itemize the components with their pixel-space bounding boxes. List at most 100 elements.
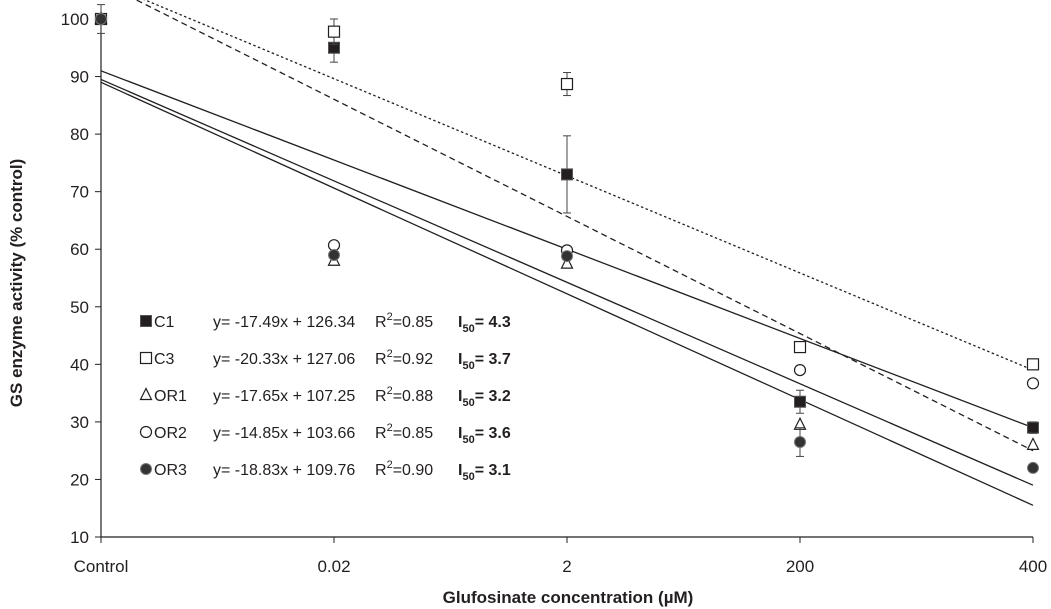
- r2-value: =0.85: [393, 425, 434, 442]
- r2-superscript: 2: [387, 311, 393, 323]
- i50-subscript: 50: [462, 434, 474, 446]
- i50-value: = 4.3: [475, 314, 511, 331]
- legend-r2: R2=0.90: [375, 459, 433, 479]
- legend-i50: I50= 3.2: [458, 388, 511, 409]
- legend-marker: [139, 351, 153, 365]
- trendline-c3: [143, 0, 1034, 371]
- legend-marker: [139, 387, 153, 401]
- legend-i50: I50= 4.3: [458, 314, 511, 335]
- i50-value: = 3.1: [475, 462, 511, 479]
- r2-label: R: [375, 351, 387, 368]
- i50-label: I: [458, 314, 462, 331]
- x-tick-label: 200: [786, 557, 814, 576]
- point-or3: [328, 248, 340, 261]
- point-c3: [560, 77, 574, 91]
- y-axis-title: GS enzyme activity (% control): [7, 159, 26, 407]
- point-or3: [794, 436, 806, 449]
- legend-i50: I50= 3.6: [458, 425, 511, 446]
- y-tick-label: 60: [70, 240, 89, 259]
- legend-marker: [140, 315, 152, 327]
- y-tick-label: 20: [70, 470, 89, 489]
- x-tick-label: 0.02: [317, 557, 350, 576]
- legend: C1 y= -17.49x + 126.34 R2=0.85 I50= 4.3C3 y=…: [139, 311, 511, 483]
- point-c1: [794, 395, 806, 408]
- y-tick-label: 50: [70, 298, 89, 317]
- legend-series-name: OR1: [154, 388, 187, 405]
- point-or2: [793, 363, 807, 377]
- i50-subscript: 50: [462, 360, 474, 372]
- r2-value: =0.90: [393, 462, 434, 479]
- legend-equation: y= -20.33x + 127.06: [213, 351, 355, 368]
- r2-superscript: 2: [387, 459, 393, 471]
- i50-value: = 3.2: [475, 388, 511, 405]
- legend-equation: y= -17.65x + 107.25: [213, 388, 355, 405]
- r2-label: R: [375, 388, 387, 405]
- y-tick-label: 80: [70, 125, 89, 144]
- legend-equation: y= -17.49x + 126.34: [213, 314, 355, 331]
- y-tick-label: 40: [70, 355, 89, 374]
- legend-i50: I50= 3.7: [458, 351, 511, 372]
- i50-subscript: 50: [462, 323, 474, 335]
- i50-label: I: [458, 425, 462, 442]
- point-or1: [560, 255, 574, 269]
- i50-value: = 3.6: [475, 425, 511, 442]
- r2-superscript: 2: [387, 422, 393, 434]
- legend-entry-c3: C3 y= -20.33x + 127.06 R2=0.92 I50= 3.7: [139, 348, 511, 372]
- legend-marker: [139, 425, 153, 439]
- point-c3: [1026, 358, 1040, 371]
- point-or3: [1027, 461, 1039, 474]
- legend-entry-c1: C1 y= -17.49x + 126.34 R2=0.85 I50= 4.3: [140, 311, 511, 335]
- point-or3: [95, 13, 107, 25]
- y-tick-label: 30: [70, 413, 89, 432]
- point-c3: [327, 25, 341, 38]
- r2-value: =0.85: [393, 314, 434, 331]
- legend-equation: y= -18.83x + 109.76: [213, 462, 355, 479]
- y-tick-label: 90: [70, 68, 89, 87]
- legend-series-name: OR2: [154, 425, 187, 442]
- x-axis-title: Glufosinate concentration (µM): [443, 588, 694, 607]
- legend-r2: R2=0.85: [375, 422, 433, 442]
- trendline-or3: [101, 81, 1034, 506]
- point-or2: [1026, 377, 1040, 390]
- point-c1: [561, 168, 573, 181]
- trendline-or2: [101, 78, 1034, 486]
- x-tick-label: 2: [562, 557, 571, 576]
- legend-i50: I50= 3.1: [458, 462, 511, 483]
- legend-entry-or1: OR1 y= -17.65x + 107.25 R2=0.88 I50= 3.2: [139, 385, 511, 409]
- i50-label: I: [458, 462, 462, 479]
- legend-entry-or3: OR3 y= -18.83x + 109.76 R2=0.90 I50= 3.1: [140, 459, 511, 483]
- axes: 10 20 30 40 50 60 70 80 90 100 Control 0.02 2 200 400: [61, 10, 1048, 576]
- data-points: [94, 4, 1040, 474]
- legend-r2: R2=0.92: [375, 348, 433, 368]
- y-tick-label: 100: [61, 10, 89, 29]
- point-or1: [1026, 437, 1040, 451]
- trendline-or1: [135, 0, 1034, 452]
- i50-value: = 3.7: [475, 351, 511, 368]
- r2-value: =0.92: [393, 351, 434, 368]
- i50-subscript: 50: [462, 397, 474, 409]
- legend-marker: [140, 463, 152, 475]
- legend-equation: y= -14.85x + 103.66: [213, 425, 355, 442]
- i50-subscript: 50: [462, 471, 474, 483]
- legend-entry-or2: OR2 y= -14.85x + 103.66 R2=0.85 I50= 3.6: [139, 422, 511, 446]
- legend-series-name: OR3: [154, 462, 187, 479]
- r2-value: =0.88: [393, 388, 434, 405]
- r2-superscript: 2: [387, 348, 393, 360]
- i50-label: I: [458, 351, 462, 368]
- r2-label: R: [375, 314, 387, 331]
- legend-r2: R2=0.85: [375, 311, 433, 331]
- legend-series-name: C1: [154, 314, 175, 331]
- y-tick-label: 70: [70, 183, 89, 202]
- legend-series-name: C3: [154, 351, 175, 368]
- i50-label: I: [458, 388, 462, 405]
- r2-label: R: [375, 425, 387, 442]
- x-tick-label: Control: [74, 557, 129, 576]
- x-tick-label: 400: [1019, 557, 1047, 576]
- point-or3: [561, 250, 573, 263]
- y-tick-label: 10: [70, 528, 89, 547]
- r2-label: R: [375, 462, 387, 479]
- legend-r2: R2=0.88: [375, 385, 433, 405]
- point-c1: [1027, 421, 1039, 434]
- point-c3: [793, 340, 807, 354]
